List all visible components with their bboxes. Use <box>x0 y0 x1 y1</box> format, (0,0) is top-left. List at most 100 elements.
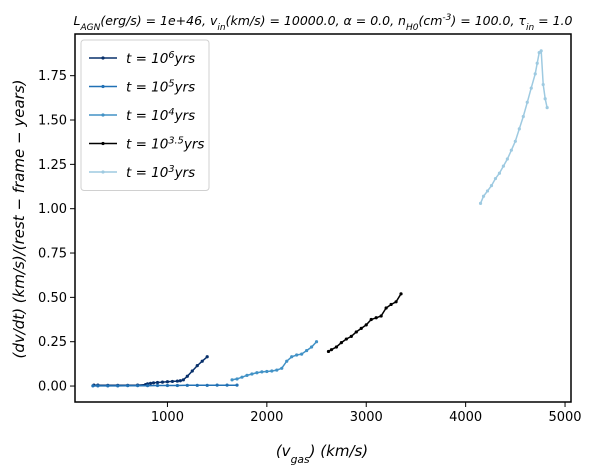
x-axis-label: (vgas) (km/s) <box>276 442 368 466</box>
data-point <box>275 368 279 372</box>
legend-label: t = 106yrs <box>126 50 195 68</box>
legend-label: t = 103yrs <box>126 164 195 182</box>
data-point <box>136 384 140 388</box>
data-point <box>205 383 209 387</box>
data-point <box>493 176 498 181</box>
data-point <box>181 378 185 382</box>
data-point <box>513 139 517 143</box>
data-point <box>521 114 525 119</box>
legend-marker <box>101 56 105 60</box>
data-point <box>245 373 249 377</box>
x-tick-label: 5000 <box>548 410 581 425</box>
data-point <box>270 369 274 373</box>
data-point <box>185 383 189 387</box>
data-point <box>349 334 353 338</box>
data-point <box>314 340 319 344</box>
data-point <box>215 383 219 387</box>
data-point <box>543 97 547 101</box>
data-point <box>485 189 490 193</box>
data-point <box>225 383 229 387</box>
data-point <box>195 383 199 387</box>
data-point <box>525 100 529 104</box>
data-point <box>539 49 543 53</box>
data-point <box>509 148 513 152</box>
data-point <box>250 372 254 376</box>
data-point <box>334 345 339 349</box>
y-tick-label: 1.25 <box>38 158 67 173</box>
data-point <box>326 349 331 354</box>
data-point <box>344 337 348 341</box>
data-point <box>145 384 150 388</box>
data-point <box>478 201 483 205</box>
data-point <box>255 371 259 375</box>
data-point <box>541 82 545 87</box>
data-point <box>175 379 179 383</box>
data-point <box>235 377 239 381</box>
legend-item: t = 103yrs <box>89 164 195 182</box>
data-point <box>300 352 304 356</box>
data-point <box>260 370 264 374</box>
data-point <box>394 300 398 304</box>
data-point <box>205 355 209 359</box>
data-point <box>285 359 289 363</box>
data-point <box>116 384 120 388</box>
data-point <box>329 348 334 352</box>
axis-ticks: 1000 2000 3000 4000 5000 0.00 0.25 0.50 0.75 1.00… <box>38 69 582 425</box>
legend-box <box>80 39 210 191</box>
legend-item: t = 103.5yrs <box>89 135 204 153</box>
data-point <box>517 127 521 131</box>
data-point <box>155 383 160 388</box>
x-tick-label: 1000 <box>151 410 184 425</box>
data-point <box>364 323 368 327</box>
data-point <box>295 353 299 357</box>
y-tick-label: 1.00 <box>38 202 67 217</box>
data-point <box>529 86 533 90</box>
data-point <box>497 171 502 175</box>
data-point <box>265 369 269 374</box>
data-point <box>501 164 506 168</box>
data-point <box>481 194 486 198</box>
data-point <box>185 374 189 378</box>
data-point <box>190 369 194 373</box>
data-point <box>96 384 100 388</box>
data-point <box>389 302 393 307</box>
data-point <box>290 355 294 359</box>
series-line <box>92 384 237 387</box>
legend-item: t = 105yrs <box>89 78 195 96</box>
data-point <box>200 359 204 363</box>
legend-label: t = 103.5yrs <box>126 135 204 153</box>
series-line <box>479 49 548 204</box>
y-tick-label: 1.50 <box>38 114 67 129</box>
series-2 <box>91 383 239 388</box>
data-point <box>240 375 244 379</box>
data-point <box>175 383 179 388</box>
data-point <box>379 314 383 318</box>
data-point <box>195 364 199 368</box>
data-point <box>309 345 314 349</box>
data-point <box>545 106 549 110</box>
series-4 <box>326 292 403 354</box>
legend: t = 106yrs t = 105yrs t = 104yrs t = 103.5y… <box>80 39 210 191</box>
series-layer <box>91 49 549 388</box>
data-point <box>165 380 170 384</box>
legend-marker <box>101 170 105 174</box>
data-point <box>384 306 388 310</box>
data-point <box>235 383 239 387</box>
data-point <box>151 381 156 385</box>
series-1 <box>92 355 209 387</box>
y-tick-label: 0.50 <box>38 291 67 306</box>
data-point <box>165 383 170 388</box>
x-tick-label: 3000 <box>350 410 383 425</box>
data-point <box>399 292 403 296</box>
data-point <box>230 378 234 382</box>
data-point <box>339 340 343 345</box>
data-point <box>489 184 494 188</box>
x-tick-label: 4000 <box>449 410 482 425</box>
data-point <box>535 61 539 65</box>
data-point <box>304 348 309 353</box>
plot-area <box>74 33 572 403</box>
y-tick-label: 0.25 <box>38 335 67 350</box>
chart-title: LAGN(erg/s) = 1e+46, vin(km/s) = 10000.0… <box>74 13 573 33</box>
data-point <box>505 157 509 161</box>
